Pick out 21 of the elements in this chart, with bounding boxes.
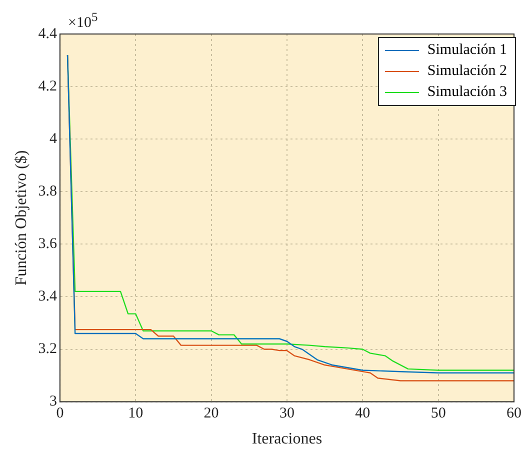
legend-label: Simulación 1 [427,41,507,60]
y-tick-label: 3 [49,394,57,410]
y-axis-title: Función Objetivo ($) [12,150,30,286]
legend-label: Simulación 2 [427,62,507,81]
y-tick-label: 3.2 [38,341,57,358]
y-tick-label: 3.4 [38,288,58,305]
x-tick-label: 20 [204,406,219,422]
text: ×10$^{5}$ [68,10,98,32]
x-tick-label: 60 [506,406,522,422]
x-tick-label: 10 [128,406,144,422]
x-tick-label: 0 [56,406,64,422]
x-tick-label: 50 [430,406,446,422]
y-tick-label: 4 [49,131,58,148]
y-tick-label: 3.6 [38,236,58,252]
y-tick-label: 3.8 [38,184,57,200]
y-tick-label: 4.4 [38,26,58,42]
x-axis-title: Iteraciones [252,430,322,448]
legend-label: Simulación 3 [427,83,507,102]
x-tick-label: 40 [355,406,370,422]
y-tick-label: 4.2 [38,78,57,94]
x-tick-label: 30 [279,406,294,422]
